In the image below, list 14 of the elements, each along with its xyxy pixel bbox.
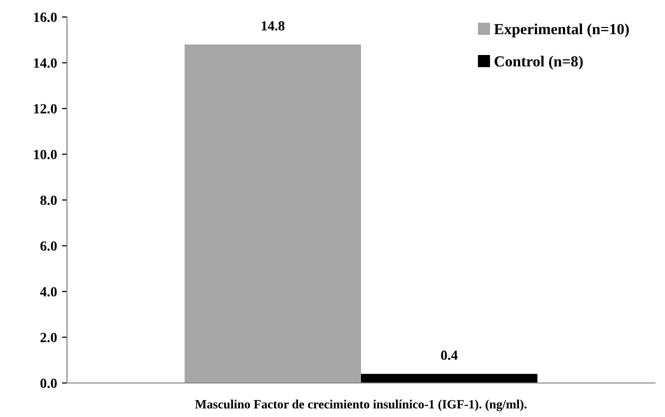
data-label: 0.4 xyxy=(441,350,458,360)
y-tick-label: 14.0 xyxy=(34,58,57,68)
y-tick-label: 8.0 xyxy=(40,196,57,206)
y-tick-label: 12.0 xyxy=(34,104,57,114)
y-tick-label: 6.0 xyxy=(40,241,57,251)
x-tick-label: Masculino Factor de crecimiento insulínico-1 (IGF-1). (ng/ml). xyxy=(195,400,527,412)
y-tick-label: 10.0 xyxy=(34,150,57,160)
y-tick-label: 16.0 xyxy=(34,12,57,22)
y-tick-label: 2.0 xyxy=(40,332,57,342)
data-label: 14.8 xyxy=(262,21,284,31)
legend-label: Control (n=8) xyxy=(494,56,583,70)
y-tick-label: 4.0 xyxy=(40,287,57,297)
y-tick-label: 0.0 xyxy=(40,378,57,388)
legend-label: Experimental (n=10) xyxy=(494,24,629,38)
